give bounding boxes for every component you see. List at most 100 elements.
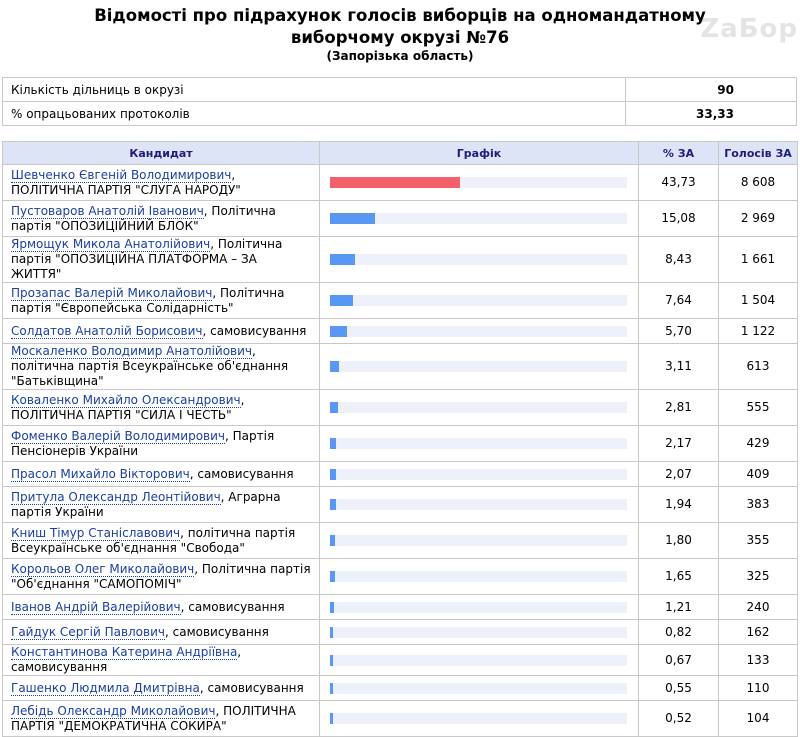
chart-cell <box>319 389 639 426</box>
table-row: Гашенко Людмила Дмитрівна, самовисування… <box>2 675 798 701</box>
candidate-link[interactable]: Москаленко Володимир Анатолійович <box>11 344 253 359</box>
chart-cell <box>319 236 639 283</box>
bar-9 <box>330 468 336 480</box>
title-line-2: виборчому окрузі №76 <box>290 28 510 47</box>
candidate-link[interactable]: Корольов Олег Миколайович <box>11 561 195 577</box>
candidate-party: , ПОЛІТИЧНА ПАРТІЯ "СИЛА І ЧЕСТЬ" <box>11 392 245 422</box>
chart-cell <box>319 461 639 487</box>
votes-cell: 1 122 <box>718 318 798 344</box>
candidate-link[interactable]: Солдатов Анатолій Борисович <box>11 323 203 339</box>
column-header-candidate[interactable]: Кандидат <box>2 141 320 165</box>
votes-cell: 2 969 <box>718 200 798 237</box>
candidate-link[interactable]: Гайдук Сергій Павлович <box>11 624 165 640</box>
percent-cell: 2,81 <box>638 389 719 426</box>
column-header-chart[interactable]: Графік <box>319 141 639 165</box>
votes-cell: 383 <box>718 486 798 523</box>
candidate-link[interactable]: Коваленко Михайло Олександрович <box>11 392 241 408</box>
table-row: Солдатов Анатолій Борисович, самовисуван… <box>2 318 798 344</box>
results-body: Шевченко Євгеній Володимирович , ПОЛІТИЧН… <box>2 164 798 737</box>
table-row: Прозапас Валерій Миколайович, Політична … <box>2 282 798 319</box>
bar-10 <box>330 499 336 510</box>
candidate-link[interactable]: Ярмощук Микола Анатолійович <box>11 237 211 252</box>
bar-3 <box>330 254 355 265</box>
candidate-party: , Політична партія "ОПОЗИЦІЙНА ПЛАТФОРМА… <box>11 237 283 281</box>
votes-cell: 325 <box>718 558 798 595</box>
column-header-percent[interactable]: % ЗА <box>638 141 719 165</box>
candidate-cell: Шевченко Євгеній Володимирович, ПОЛІТИЧН… <box>2 164 320 201</box>
candidate-link[interactable]: Прозапас Валерій Миколайович <box>11 285 213 301</box>
bar-4 <box>330 295 353 306</box>
percent-cell: 0,67 <box>638 644 719 676</box>
candidate-link[interactable]: Книш Тімур Станіславович <box>11 525 181 541</box>
summary-label: % опрацьованих протоколів <box>2 101 626 126</box>
votes-cell: 162 <box>718 619 798 645</box>
candidate-party: , самовисування <box>164 624 269 639</box>
summary-table: Кількість дільниць в окрузі 90 % опрацьо… <box>2 77 797 126</box>
bar-16 <box>330 682 333 694</box>
chart-cell <box>319 164 639 201</box>
table-row: Корольов Олег Миколайович, Політична пар… <box>2 558 798 595</box>
bar-17 <box>330 713 333 724</box>
bar-7 <box>330 402 338 413</box>
chart-cell <box>319 619 639 645</box>
bar-track <box>330 361 627 372</box>
chart-cell <box>319 675 639 701</box>
votes-cell: 133 <box>718 644 798 676</box>
candidate-link[interactable]: Фоменко Валерій Володимирович <box>11 428 226 444</box>
chart-cell <box>319 700 639 737</box>
candidate-link[interactable]: Лебідь Олександр Миколайович <box>11 703 216 719</box>
page-title: Відомості про підрахунок голосів виборці… <box>0 5 800 49</box>
candidate-cell: Прозапас Валерій Миколайович, Політична … <box>2 282 320 319</box>
candidate-party: , Аграрна партія України <box>11 489 281 519</box>
chart-cell <box>319 200 639 237</box>
table-row: Шевченко Євгеній Володимирович, ПОЛІТИЧН… <box>2 164 798 201</box>
votes-cell: 1 504 <box>718 282 798 319</box>
candidate-cell: Корольов Олег Миколайович, Політична пар… <box>2 558 320 595</box>
candidate-party: , Політична партія "ОПОЗИЦІЙНИЙ БЛОК" <box>11 203 276 233</box>
bar-2 <box>330 213 375 224</box>
bar-track <box>330 295 627 306</box>
bar-5 <box>330 325 347 337</box>
bar-11 <box>330 535 335 546</box>
percent-cell: 1,65 <box>638 558 719 595</box>
table-row: Ярмощук Микола Анатолійович, Політична п… <box>2 236 798 283</box>
candidate-link[interactable]: Пустоваров Анатолій Іванович <box>11 203 204 219</box>
candidate-cell: Іванов Андрій Валерійович, самовисування <box>2 594 320 620</box>
bar-track <box>330 254 627 265</box>
bar-track <box>330 626 627 638</box>
candidate-cell: Константинова Катерина Андріївна, самови… <box>2 644 320 676</box>
bar-14 <box>330 626 333 638</box>
candidate-link[interactable]: Гашенко Людмила Дмитрівна <box>11 680 200 696</box>
candidate-cell: Солдатов Анатолій Борисович, самовисуван… <box>2 318 320 344</box>
votes-cell: 110 <box>718 675 798 701</box>
summary-row: Кількість дільниць в окрузі 90 <box>2 77 797 102</box>
table-row: Притула Олександр Леонтійович, Аграрна п… <box>2 486 798 523</box>
candidate-link[interactable]: Шевченко Євгеній Володимирович <box>11 167 232 183</box>
votes-cell: 240 <box>718 594 798 620</box>
candidate-cell: Пустоваров Анатолій Іванович, Політична … <box>2 200 320 237</box>
summary-row: % опрацьованих протоколів 33,33 <box>2 101 797 126</box>
candidate-link[interactable]: Прасол Михайло Вікторович <box>11 466 190 482</box>
votes-cell: 1 661 <box>718 236 798 283</box>
candidate-cell: Притула Олександр Леонтійович, Аграрна п… <box>2 486 320 523</box>
site-logo: ZaБор <box>700 14 798 44</box>
candidate-link[interactable]: Іванов Андрій Валерійович <box>11 599 181 615</box>
candidate-link[interactable]: Константинова Катерина Андріївна <box>11 645 238 660</box>
chart-cell <box>319 594 639 620</box>
table-row: Книш Тімур Станіславович, політична парт… <box>2 522 798 559</box>
bar-1 <box>330 177 460 188</box>
candidate-link[interactable]: Притула Олександр Леонтійович <box>11 489 221 505</box>
candidate-party: , політична партія Всеукраїнське об'єдна… <box>11 525 296 555</box>
column-header-votes[interactable]: Голосів ЗА <box>718 141 798 165</box>
bar-track <box>330 571 627 582</box>
title-line-1: Відомості про підрахунок голосів виборці… <box>94 6 706 25</box>
bar-track <box>330 535 627 546</box>
percent-cell: 43,73 <box>638 164 719 201</box>
votes-cell: 613 <box>718 343 798 390</box>
votes-cell: 355 <box>718 522 798 559</box>
percent-cell: 2,17 <box>638 425 719 462</box>
percent-cell: 1,80 <box>638 522 719 559</box>
candidate-cell: Москаленко Володимир Анатолійович, політ… <box>2 343 320 390</box>
candidate-cell: Гайдук Сергій Павлович, самовисування <box>2 619 320 645</box>
table-row: Константинова Катерина Андріївна, самови… <box>2 644 798 676</box>
